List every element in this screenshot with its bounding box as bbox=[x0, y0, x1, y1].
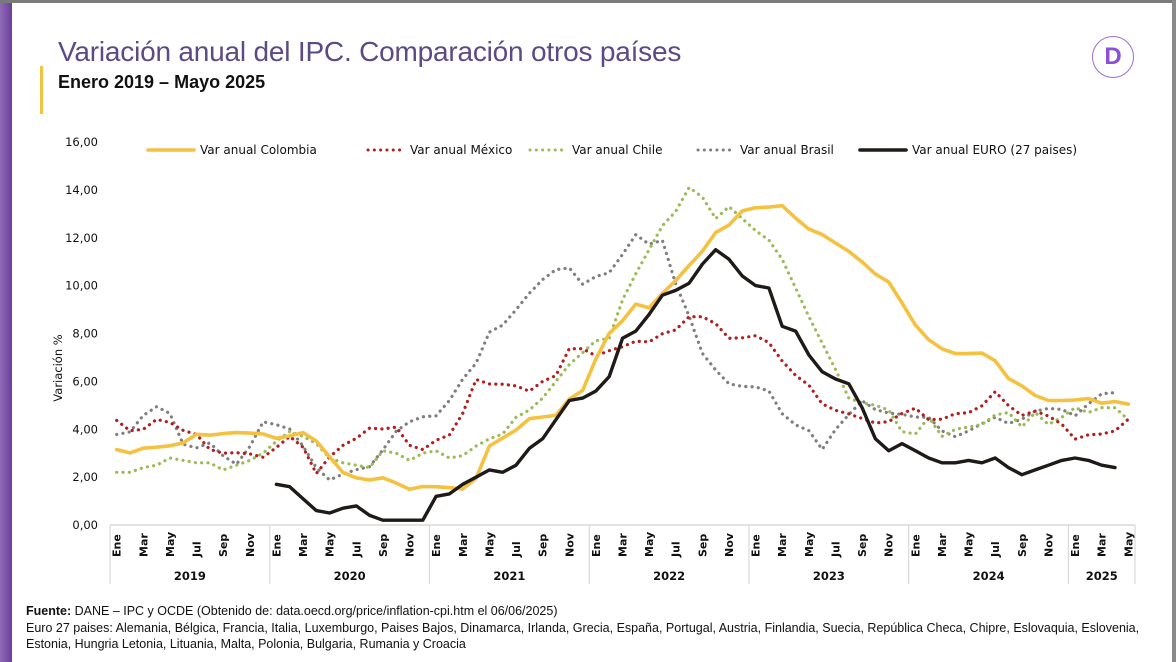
series-line-var-anual-euro-27-paises bbox=[274, 247, 1117, 522]
x-tick-label: Sep bbox=[1016, 534, 1029, 557]
x-year-label: 2019 bbox=[174, 569, 206, 583]
legend: Var anual Colombia Var anual México Var an… bbox=[146, 143, 1077, 157]
x-tick-label: Ene bbox=[430, 534, 443, 557]
logo-letter: D bbox=[1104, 43, 1122, 70]
series-line-var-anual-colombia bbox=[114, 203, 1131, 492]
window-top-border bbox=[0, 0, 1176, 3]
x-tick-label: Ene bbox=[111, 534, 124, 557]
y-axis: 0,00 2,00 4,00 6,00 8,00 10,00 12,00 14,00 16,00 bbox=[65, 135, 98, 532]
x-tick-label: Mar bbox=[936, 533, 949, 557]
window-right-border bbox=[1172, 0, 1176, 662]
page-title: Variación anual del IPC. Comparación otr… bbox=[58, 36, 682, 67]
x-tick-label: Nov bbox=[244, 532, 257, 557]
x-tick-label: Mar bbox=[457, 533, 470, 557]
legend-label: Var anual México bbox=[410, 143, 512, 157]
y-tick-label: 2,00 bbox=[72, 470, 98, 484]
d-logo-icon: D bbox=[1092, 36, 1134, 78]
x-tick-label: Jul bbox=[191, 541, 204, 558]
series-line-var-anual-m-xico bbox=[115, 315, 1130, 476]
x-year-label: 2022 bbox=[653, 569, 685, 583]
y-tick-label: 6,00 bbox=[72, 374, 98, 388]
source-text: DANE – IPC y OCDE (Obtenido de: data.oec… bbox=[71, 604, 558, 618]
x-tick-label: Nov bbox=[723, 532, 736, 557]
legend-label: Var anual Colombia bbox=[200, 143, 317, 157]
x-tick-label: May bbox=[963, 532, 976, 557]
left-accent-bar bbox=[0, 3, 12, 662]
x-tick-label: Jul bbox=[510, 541, 523, 558]
x-tick-label: Jul bbox=[350, 541, 363, 558]
x-tick-label: May bbox=[483, 532, 496, 557]
x-tick-label: May bbox=[324, 532, 337, 557]
footer-source: Fuente: DANE – IPC y OCDE (Obtenido de: … bbox=[26, 603, 1156, 653]
legend-item: Var anual Colombia bbox=[146, 143, 317, 157]
x-tick-label: Sep bbox=[217, 534, 230, 557]
x-tick-label: Ene bbox=[1069, 534, 1082, 557]
line-chart: 0,00 2,00 4,00 6,00 8,00 10,00 12,00 14,00 16,00… bbox=[51, 135, 1136, 584]
y-tick-label: 4,00 bbox=[72, 422, 98, 436]
x-tick-label: Nov bbox=[404, 532, 417, 557]
legend-label: Var anual EURO (27 paises) bbox=[912, 143, 1077, 157]
x-tick-label: Sep bbox=[856, 534, 869, 557]
x-tick-label: Ene bbox=[590, 534, 603, 557]
series-line-var-anual-chile bbox=[115, 185, 1130, 474]
x-tick-label: Ene bbox=[270, 534, 283, 557]
x-axis: Ene Mar May Jul Sep Nov 2019 Ene Mar May Jul Sep Nov… bbox=[109, 524, 1136, 584]
x-tick-label: Sep bbox=[537, 534, 550, 557]
euro-countries-note: Euro 27 paises: Alemania, Bélgica, Franc… bbox=[26, 620, 1140, 652]
x-tick-label: Ene bbox=[750, 534, 763, 557]
x-tick-label: May bbox=[643, 532, 656, 557]
y-tick-label: 12,00 bbox=[65, 231, 98, 245]
x-tick-label: Mar bbox=[1096, 533, 1109, 557]
y-tick-label: 0,00 bbox=[72, 518, 98, 532]
x-tick-label: Jul bbox=[670, 541, 683, 558]
legend-item: Var anual México bbox=[366, 143, 512, 157]
x-tick-label: Nov bbox=[883, 532, 896, 557]
x-tick-label: May bbox=[803, 532, 816, 557]
series-lines bbox=[114, 185, 1131, 522]
x-tick-label: May bbox=[1122, 532, 1135, 557]
y-tick-label: 14,00 bbox=[65, 183, 98, 197]
legend-label: Var anual Brasil bbox=[740, 143, 834, 157]
x-tick-label: Mar bbox=[137, 533, 150, 557]
title-accent-line bbox=[40, 66, 43, 114]
y-tick-label: 8,00 bbox=[72, 327, 98, 341]
legend-item: Var anual Brasil bbox=[696, 143, 834, 157]
y-tick-label: 16,00 bbox=[65, 135, 98, 149]
x-tick-label: May bbox=[164, 532, 177, 557]
legend-label: Var anual Chile bbox=[572, 143, 662, 157]
x-year-label: 2025 bbox=[1086, 569, 1118, 583]
legend-item: Var anual EURO (27 paises) bbox=[858, 143, 1077, 157]
x-tick-label: Nov bbox=[1042, 532, 1055, 557]
x-tick-label: Sep bbox=[377, 534, 390, 557]
legend-item: Var anual Chile bbox=[528, 143, 662, 157]
x-tick-label: Sep bbox=[696, 534, 709, 557]
x-tick-label: Jul bbox=[829, 541, 842, 558]
x-year-label: 2023 bbox=[813, 569, 845, 583]
x-tick-label: Nov bbox=[563, 532, 576, 557]
x-year-label: 2020 bbox=[334, 569, 366, 583]
x-tick-label: Mar bbox=[297, 533, 310, 557]
x-tick-label: Jul bbox=[989, 541, 1002, 558]
y-axis-label: Variación % bbox=[51, 334, 65, 401]
source-label: Fuente: bbox=[26, 604, 72, 618]
x-year-label: 2024 bbox=[973, 569, 1005, 583]
y-tick-label: 10,00 bbox=[65, 279, 98, 293]
page-subtitle: Enero 2019 – Mayo 2025 bbox=[58, 72, 266, 92]
x-tick-label: Mar bbox=[776, 533, 789, 557]
x-tick-label: Mar bbox=[617, 533, 630, 557]
x-year-label: 2021 bbox=[493, 569, 525, 583]
x-tick-label: Ene bbox=[909, 534, 922, 557]
